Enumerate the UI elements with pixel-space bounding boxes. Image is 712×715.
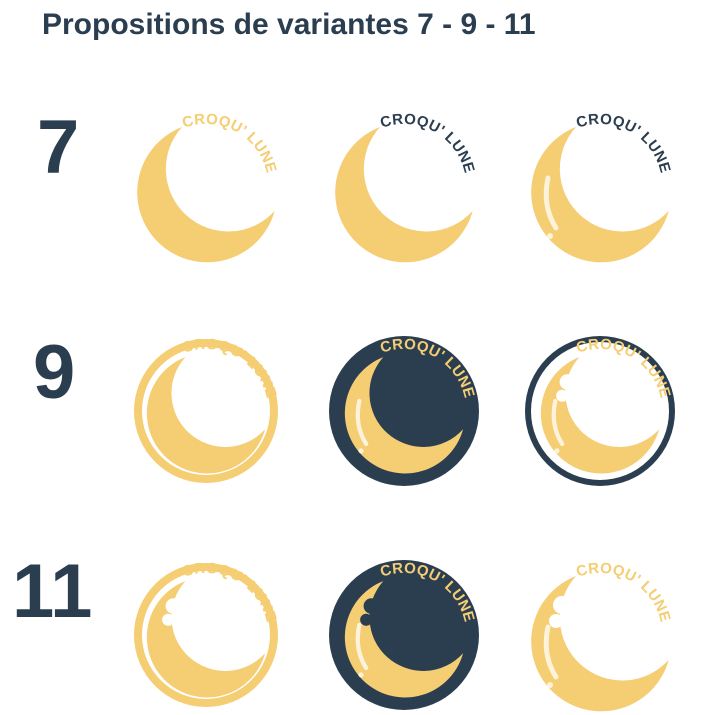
crescent-moon-icon xyxy=(137,127,275,263)
crescent-moon-icon xyxy=(344,357,464,474)
shine-highlight-icon xyxy=(355,622,369,671)
logo-variant-9-3: CROQU' LUNE xyxy=(520,331,680,491)
logo-variant-7-2: CROQU' LUNE xyxy=(324,106,484,266)
row-label-11: 11 xyxy=(12,549,93,634)
row-label-9: 9 xyxy=(33,330,76,415)
crescent-moon-icon xyxy=(531,576,669,712)
page-title: Propositions de variantes 7 - 9 - 11 xyxy=(42,8,536,41)
shine-highlight-icon xyxy=(551,398,565,447)
brand-text: CROQU' LUNE xyxy=(574,111,673,175)
logo-variant-9-1: CROQU' LUNE xyxy=(126,331,286,491)
crescent-moon-icon xyxy=(146,357,266,474)
brand-text: CROQU' LUNE xyxy=(378,111,477,175)
logo-variant-11-3: CROQU' LUNE xyxy=(520,555,680,715)
shine-highlight-icon xyxy=(543,624,559,680)
bite-mark-icon xyxy=(556,374,580,402)
logo-variant-7-3: CROQU' LUNE xyxy=(520,106,680,266)
bite-mark-icon xyxy=(162,598,186,626)
logo-variant-11-1: CROQU' LUNE xyxy=(126,555,286,715)
logo-variant-9-2: CROQU' LUNE xyxy=(324,331,484,491)
row-label-7: 7 xyxy=(37,105,80,190)
brand-text: CROQU' LUNE xyxy=(574,560,673,624)
shine-highlight-icon xyxy=(543,175,559,231)
logo-variant-7-1: CROQU' LUNE xyxy=(126,106,286,266)
crescent-moon-icon xyxy=(540,357,660,474)
bite-mark-icon xyxy=(360,598,384,626)
crescent-moon-icon xyxy=(335,127,473,263)
crescent-moon-icon xyxy=(146,581,266,698)
brand-text: CROQU' LUNE xyxy=(180,111,279,175)
bite-mark-icon xyxy=(549,596,576,628)
logo-variant-11-2: CROQU' LUNE xyxy=(324,555,484,715)
crescent-moon-icon xyxy=(531,127,669,263)
shine-highlight-icon xyxy=(355,398,369,447)
crescent-moon-icon xyxy=(344,581,464,698)
